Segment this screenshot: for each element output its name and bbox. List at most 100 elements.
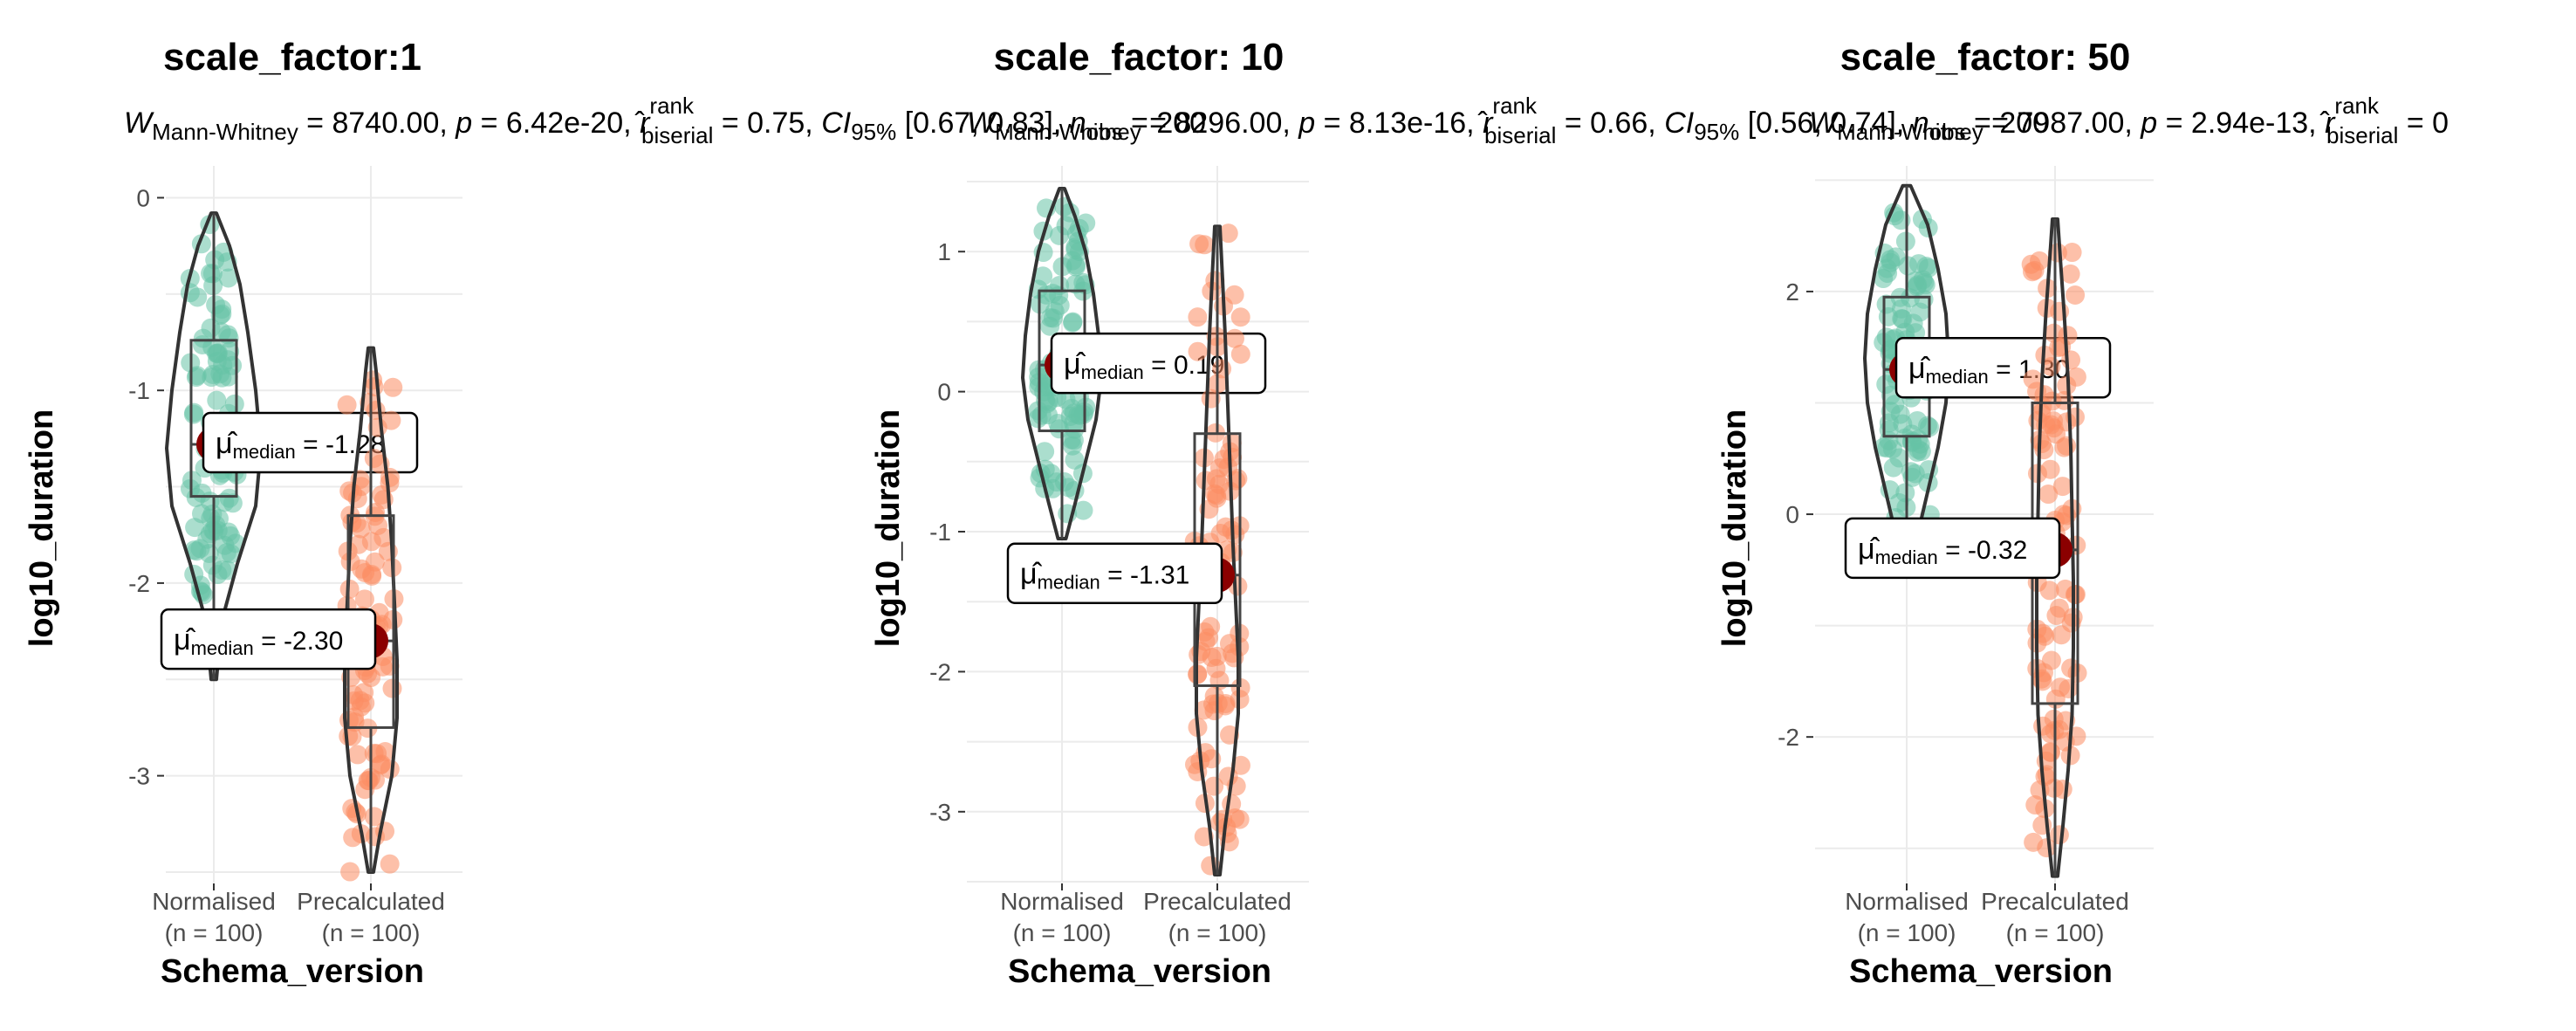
data-point xyxy=(1195,622,1215,642)
x-axis-title: Schema_version xyxy=(1849,953,2113,990)
median-label-box xyxy=(1844,517,2061,580)
data-point xyxy=(364,377,384,397)
x-tick-label: Precalculated xyxy=(1143,888,1291,915)
y-tick-label: 0 xyxy=(136,184,150,211)
data-point xyxy=(1915,272,1935,292)
data-point xyxy=(1033,266,1053,286)
median-label: μ̂median = -1.31 xyxy=(1020,558,1189,594)
x-tick-n-label: (n = 100) xyxy=(165,919,264,946)
violin-outline xyxy=(1195,224,1240,876)
x-tick-label: Normalised xyxy=(1000,888,1124,915)
data-point xyxy=(1188,307,1208,327)
data-point xyxy=(1204,701,1224,721)
data-point xyxy=(219,488,239,508)
median-label-box xyxy=(160,608,377,670)
data-point xyxy=(211,322,231,342)
panel-title: scale_factor: 10 xyxy=(994,36,1285,79)
y-tick-label: 2 xyxy=(1785,278,1799,306)
data-point xyxy=(185,518,205,538)
data-point xyxy=(1050,276,1070,296)
data-point xyxy=(2034,440,2054,460)
data-point xyxy=(212,299,232,320)
y-tick-label: -3 xyxy=(128,763,150,790)
data-point xyxy=(2060,264,2080,284)
data-point xyxy=(2066,285,2086,305)
data-point xyxy=(221,544,241,564)
panel-subtitle: WMann-Whitney = 8296.00, p = 8.13e-16, ̂… xyxy=(967,93,2049,148)
data-point xyxy=(183,404,203,424)
data-point xyxy=(1065,450,1085,470)
panel-title: scale_factor: 50 xyxy=(1840,36,2131,79)
group-precalculated: μ̂median = -2.30 xyxy=(160,346,404,882)
data-point xyxy=(1230,344,1250,364)
x-axis-title: Schema_version xyxy=(161,953,424,990)
group-normalised: μ̂median = -1.28 xyxy=(165,211,419,682)
data-point xyxy=(218,522,238,542)
data-point xyxy=(337,395,357,415)
data-point xyxy=(202,368,222,388)
panel-subtitle: WMann-Whitney = 7987.00, p = 2.94e-13, ̂… xyxy=(1809,93,2449,148)
data-point xyxy=(1064,430,1084,450)
data-point xyxy=(218,268,238,288)
data-point xyxy=(1073,500,1093,520)
data-point xyxy=(1206,658,1226,678)
data-point xyxy=(352,477,372,497)
x-axis-title: Schema_version xyxy=(1008,953,1271,990)
data-point xyxy=(1879,413,1899,433)
data-point xyxy=(1036,390,1056,410)
y-tick-label: 0 xyxy=(937,379,951,406)
data-point xyxy=(1060,407,1080,427)
data-point xyxy=(2049,825,2069,845)
data-point xyxy=(2052,477,2072,497)
median-label-box xyxy=(1006,542,1223,604)
x-tick-n-label: (n = 100) xyxy=(1858,919,1956,946)
y-tick-label: -2 xyxy=(1778,724,1799,751)
data-point xyxy=(1188,341,1208,361)
data-point xyxy=(2062,243,2082,263)
data-point xyxy=(1063,251,1083,271)
panel-title: scale_factor:1 xyxy=(163,36,421,79)
x-tick-n-label: (n = 100) xyxy=(1013,919,1112,946)
data-point xyxy=(2061,350,2081,370)
group-normalised: μ̂median = 1.30 xyxy=(1863,183,2112,578)
median-label: μ̂median = -0.32 xyxy=(1858,533,2027,568)
data-point xyxy=(1212,359,1232,379)
data-point xyxy=(1230,307,1250,327)
data-point xyxy=(1063,312,1083,332)
data-point xyxy=(1230,755,1250,775)
y-tick-label: -2 xyxy=(929,658,951,685)
data-point xyxy=(1885,395,1905,415)
data-point xyxy=(340,862,360,882)
x-tick-n-label: (n = 100) xyxy=(322,919,421,946)
y-axis-title: log10_duration xyxy=(1716,409,1753,647)
data-point xyxy=(1189,234,1209,254)
data-point xyxy=(2047,243,2067,263)
data-point xyxy=(350,691,370,711)
data-point xyxy=(380,854,400,874)
data-point xyxy=(381,410,401,430)
panel-3: scale_factor: 50 WMann-Whitney = 7987.00,… xyxy=(1716,36,2449,990)
violin-outline xyxy=(1863,183,1950,578)
data-point xyxy=(1908,439,1929,459)
x-tick-label: Normalised xyxy=(152,888,276,915)
data-point xyxy=(361,668,381,688)
data-point xyxy=(207,390,227,410)
y-tick-label: 0 xyxy=(1785,501,1799,528)
data-point xyxy=(1883,457,1903,478)
data-point xyxy=(361,532,381,552)
data-point xyxy=(352,559,372,579)
data-point xyxy=(343,828,363,848)
violin-outline xyxy=(165,211,263,682)
violin-outline xyxy=(2035,217,2075,878)
x-tick-n-label: (n = 100) xyxy=(1168,919,1267,946)
violin-outline xyxy=(343,346,399,874)
panel-2: scale_factor: 10 WMann-Whitney = 8296.00,… xyxy=(870,36,2049,990)
data-point xyxy=(375,741,395,761)
y-tick-label: -2 xyxy=(128,570,150,597)
data-point xyxy=(2031,669,2052,689)
data-point xyxy=(1222,433,1242,453)
panel-subtitle: WMann-Whitney = 8740.00, p = 6.42e-20, ̂… xyxy=(124,93,1206,148)
data-point xyxy=(368,515,388,535)
y-axis-title: log10_duration xyxy=(24,409,60,647)
data-point xyxy=(1224,328,1244,348)
